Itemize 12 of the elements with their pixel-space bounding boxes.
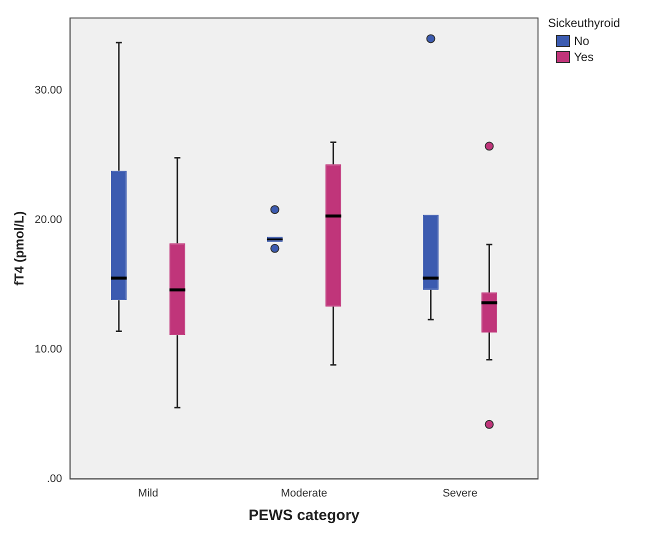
x-tick-label: Moderate <box>280 487 328 500</box>
y-tick-label: 10.00 <box>34 343 62 356</box>
x-tick-label: Mild <box>138 487 158 500</box>
y-tick-label: 20.00 <box>34 214 62 226</box>
legend-label: Yes <box>574 50 594 64</box>
y-tick-label: 30.00 <box>34 84 62 97</box>
x-axis-title: PEWS category <box>248 507 360 524</box>
y-axis-title: fT4 (pmol/L) <box>11 211 26 286</box>
legend-label: No <box>574 34 590 48</box>
y-tick-label: .00 <box>46 472 62 485</box>
legend-title: Sickeuthyroid <box>548 16 622 30</box>
x-tick-label: Severe <box>442 487 478 500</box>
